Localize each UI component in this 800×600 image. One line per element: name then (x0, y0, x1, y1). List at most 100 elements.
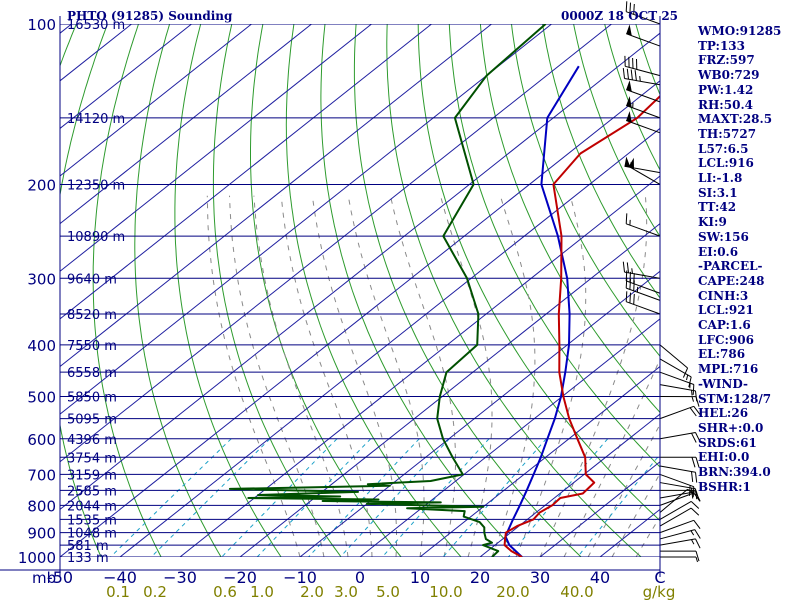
height-label: 16530 m (67, 18, 125, 33)
wind-barb-staff (659, 492, 694, 506)
temperature-tick-label: −20 (223, 568, 257, 587)
temperature-tick-label: −30 (163, 568, 197, 587)
wind-barb-flag (693, 519, 701, 530)
dry-adiabat (573, 24, 660, 238)
wind-barb-flag (691, 488, 694, 499)
wind-barb-half-flag (690, 530, 695, 536)
pressure-label: 100 (27, 16, 56, 34)
height-label: 12350 m (67, 178, 125, 193)
dry-adiabat (542, 24, 660, 299)
wind-barb-staff (624, 271, 661, 279)
isotherm (119, 127, 660, 557)
wind-barb-flag (629, 2, 631, 14)
moist-adiabat (253, 195, 349, 557)
isotherm (60, 24, 612, 463)
index-item: -PARCEL- (698, 259, 763, 274)
wind-barbs (622, 1, 701, 563)
wind-barb-flag (690, 507, 700, 516)
isotherm (60, 24, 552, 415)
wind-barb-half-flag (695, 556, 698, 563)
wind-barb-staff (626, 33, 661, 47)
wind-barb-staff (659, 538, 696, 546)
isotherm (359, 318, 660, 557)
mixing-ratio-label: 5.0 (376, 583, 400, 600)
wind-barb-staff (659, 473, 694, 488)
wind-barb-staff (626, 223, 661, 237)
mixing-ratio-line (381, 438, 490, 557)
index-item: SI:3.1 (698, 185, 738, 200)
wind-barb-staff (626, 89, 661, 103)
isotherm (539, 461, 660, 557)
isotherm (239, 223, 660, 557)
index-item: CAPE:248 (698, 273, 765, 288)
index-item: SHR+:0.0 (698, 420, 764, 435)
wind-barb-staff (626, 105, 661, 119)
mixing-ratio-line (221, 438, 338, 557)
pressure-label: 800 (27, 497, 56, 515)
wind-barb-flag (626, 262, 629, 273)
height-label: 2585 m (67, 484, 117, 499)
wind-barb-staff (626, 301, 661, 315)
index-item: PW:1.42 (698, 82, 754, 97)
wind-barb-staff (659, 432, 696, 440)
wind-barb-staff (624, 78, 661, 86)
wind-barb-staff (659, 384, 696, 392)
wind-barb-flag (622, 261, 625, 273)
isotherm (60, 24, 312, 225)
height-label: 581 m (67, 539, 109, 554)
mixing-ratio-label: 0.2 (143, 583, 167, 600)
dry-adiabat (60, 24, 108, 557)
isotherm (60, 80, 660, 557)
index-item: EL:786 (698, 347, 746, 362)
dry-adiabat (386, 24, 642, 557)
index-item: MPL:716 (698, 362, 759, 377)
pressure-label: 900 (27, 525, 56, 543)
mixing-ratio-label: 20.0 (496, 583, 529, 600)
wind-barb-flag (695, 390, 698, 402)
wind-barb-flag (692, 384, 695, 395)
moist-adiabat (206, 195, 301, 557)
valid-time: 0000Z 18 OCT 25 (561, 9, 679, 23)
index-item: SRDS:61 (698, 435, 757, 450)
wind-barb-flag (695, 490, 700, 501)
pressure-label: 700 (27, 466, 56, 484)
index-item: SW:156 (698, 229, 749, 244)
dry-adiabat (212, 24, 342, 557)
wind-barb-half-flag (639, 76, 641, 82)
pressure-label: 500 (27, 389, 56, 407)
dry-adiabat (174, 24, 282, 557)
height-label: 9640 m (67, 272, 117, 287)
height-label: 1535 m (67, 513, 117, 528)
wind-barb-staff (626, 11, 661, 25)
wind-barb-half-flag (631, 268, 633, 274)
wind-barb-flag (692, 486, 695, 498)
temperature-profile (503, 94, 660, 557)
temperature-tick-label: 40 (590, 568, 610, 587)
wind-barb-pennant (624, 156, 631, 168)
isotherm (60, 24, 252, 177)
pressure-unit-label: mb (32, 569, 56, 587)
index-item: CAP:1.6 (698, 318, 751, 332)
wind-barb-flag (633, 273, 635, 284)
mixing-ratio-label: 0.1 (106, 583, 130, 600)
index-item: MAXT:28.5 (698, 112, 773, 127)
isotherm (179, 175, 660, 557)
height-label: 14120 m (67, 112, 125, 127)
height-label: 1048 m (67, 527, 117, 542)
wind-barb-staff (626, 287, 661, 301)
wind-barb-staff (659, 500, 692, 520)
index-item: EHI:0.0 (698, 450, 750, 465)
wind-barb-staff (626, 280, 661, 294)
height-label: 6558 m (67, 366, 117, 381)
wind-barb-flag (690, 501, 700, 509)
wind-barb-flag (633, 3, 635, 15)
index-item: LCL:921 (698, 303, 754, 318)
temperature-tick-label: −40 (103, 568, 137, 587)
isotherm (60, 32, 660, 511)
mixing-ratio-label: g/kg (643, 583, 676, 600)
mixing-ratio-line (110, 438, 232, 557)
index-item: RH:50.4 (698, 97, 753, 112)
index-item: TH:5727 (698, 126, 757, 141)
wind-barb-half-flag (691, 390, 693, 396)
mixing-ratio-label: 40.0 (560, 583, 593, 600)
